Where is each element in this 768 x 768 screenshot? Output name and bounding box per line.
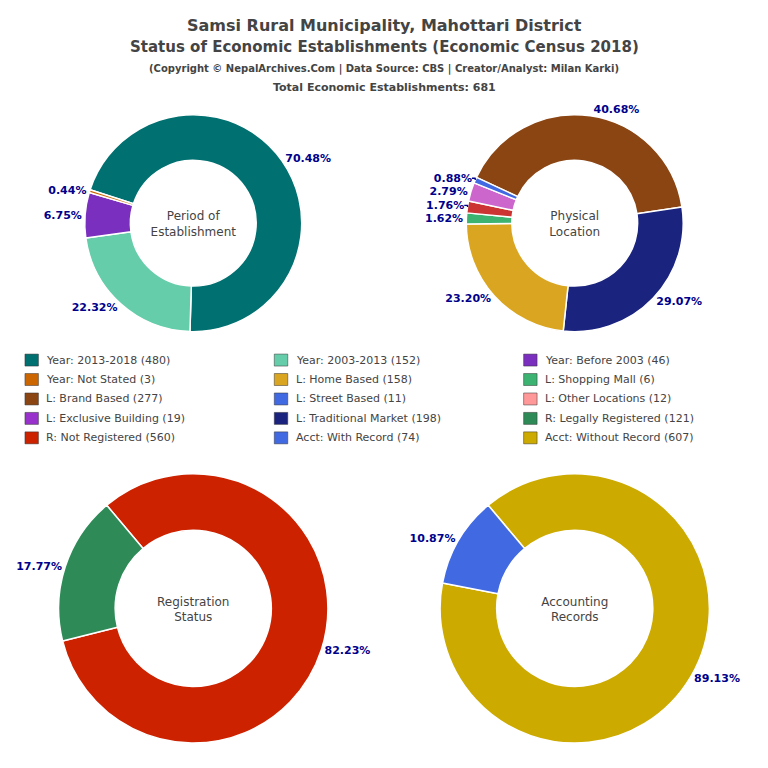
svg-text:6.75%: 6.75% (44, 209, 82, 222)
svg-text:L: Other Locations (12): L: Other Locations (12) (545, 392, 671, 405)
svg-text:R: Not Registered (560): R: Not Registered (560) (46, 431, 175, 444)
svg-text:0.88%: 0.88% (434, 172, 472, 185)
svg-text:1.62%: 1.62% (425, 212, 463, 225)
svg-text:10.87%: 10.87% (410, 532, 456, 545)
svg-text:70.48%: 70.48% (285, 152, 331, 165)
svg-text:1.76%: 1.76% (426, 199, 464, 212)
svg-text:Year: Before 2003 (46): Year: Before 2003 (46) (545, 354, 670, 367)
svg-text:40.68%: 40.68% (594, 103, 640, 116)
svg-text:22.32%: 22.32% (72, 301, 118, 314)
svg-text:AccountingRecords: AccountingRecords (541, 595, 608, 625)
svg-text:Status of Economic Establishme: Status of Economic Establishments (Econo… (130, 38, 639, 56)
svg-text:L: Street Based (11): L: Street Based (11) (296, 392, 406, 405)
svg-text:29.07%: 29.07% (656, 295, 702, 308)
svg-text:Acct: With Record (74): Acct: With Record (74) (296, 431, 420, 444)
svg-text:82.23%: 82.23% (325, 644, 371, 657)
svg-text:Year: Not Stated (3): Year: Not Stated (3) (46, 373, 155, 386)
svg-text:Acct: Without Record (607): Acct: Without Record (607) (545, 431, 694, 444)
svg-text:L: Home Based (158): L: Home Based (158) (296, 373, 412, 386)
svg-text:Year: 2003-2013 (152): Year: 2003-2013 (152) (296, 354, 420, 367)
svg-text:Samsi Rural Municipality, Maho: Samsi Rural Municipality, Mahottari Dist… (187, 16, 582, 35)
svg-text:23.20%: 23.20% (445, 292, 491, 305)
svg-text:89.13%: 89.13% (694, 672, 740, 685)
svg-text:2.79%: 2.79% (429, 185, 467, 198)
svg-text:0.44%: 0.44% (48, 184, 86, 197)
svg-text:17.77%: 17.77% (16, 560, 62, 573)
svg-text:L: Traditional Market (198): L: Traditional Market (198) (296, 412, 441, 425)
svg-text:L: Shopping Mall (6): L: Shopping Mall (6) (545, 373, 655, 386)
svg-text:L: Exclusive Building (19): L: Exclusive Building (19) (46, 412, 185, 425)
svg-text:Year: 2013-2018 (480): Year: 2013-2018 (480) (46, 354, 170, 367)
svg-text:RegistrationStatus: RegistrationStatus (157, 595, 229, 625)
svg-text:L: Brand Based (277): L: Brand Based (277) (46, 392, 162, 405)
svg-text:Total Economic Establishments:: Total Economic Establishments: 681 (273, 81, 496, 94)
svg-text:PhysicalLocation: PhysicalLocation (549, 209, 600, 239)
svg-text:R: Legally Registered (121): R: Legally Registered (121) (545, 412, 694, 425)
svg-text:Period ofEstablishment: Period ofEstablishment (151, 209, 237, 239)
svg-text:(Copyright © NepalArchives.Com: (Copyright © NepalArchives.Com | Data So… (149, 63, 619, 75)
